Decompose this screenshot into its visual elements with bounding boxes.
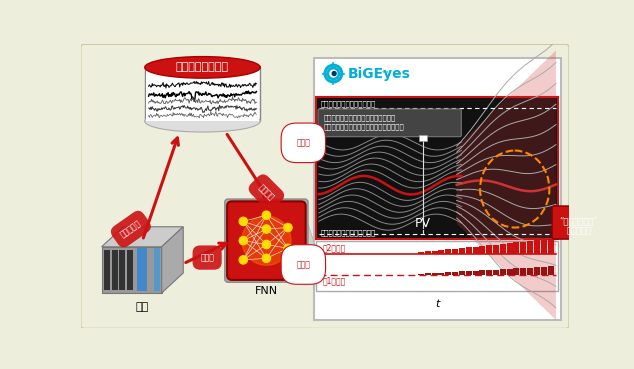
Bar [541,267,547,275]
Bar [514,268,519,275]
Circle shape [327,68,340,80]
FancyBboxPatch shape [318,109,462,137]
Bar [127,250,133,290]
Text: 指定値: 指定値 [297,138,310,147]
Bar [479,246,486,254]
Bar [104,250,110,290]
Circle shape [330,70,337,77]
Bar [486,270,492,275]
Ellipse shape [145,110,260,132]
Circle shape [239,256,247,264]
Circle shape [262,211,271,220]
Bar [534,240,540,254]
Bar [466,271,472,275]
Circle shape [242,216,291,265]
Text: 制御システムの上限アラーム: 制御システムの上限アラーム [320,100,375,107]
Text: 制御システムの下限アラーム: 制御システムの下限アラーム [320,230,375,236]
Bar [154,248,160,292]
Bar [119,250,126,290]
Text: FNN: FNN [255,286,278,296]
Text: 現在値: 現在値 [200,253,214,262]
FancyBboxPatch shape [552,206,607,239]
Circle shape [239,217,247,225]
Bar [445,249,451,254]
Bar [466,247,472,254]
Bar [146,68,259,121]
Text: 第2警報値: 第2警報値 [323,243,346,252]
Text: BiGEyes: BiGEyes [347,67,410,81]
Bar [493,269,499,275]
Polygon shape [101,227,183,247]
Bar [432,273,437,275]
Bar [507,269,513,275]
Bar [500,244,506,254]
Bar [500,269,506,275]
Polygon shape [101,247,162,293]
FancyBboxPatch shape [225,199,308,282]
Circle shape [262,254,271,263]
Bar [432,251,437,254]
Bar [507,243,513,254]
Text: （信頼度区間による推定値、レベル集合）: （信頼度区間による推定値、レベル集合） [323,123,404,130]
Bar [521,242,526,254]
Text: 操業ビッグデータ: 操業ビッグデータ [176,62,229,72]
Bar [425,273,431,275]
Bar [445,272,451,275]
Text: 評価値: 評価値 [297,260,310,269]
Text: ™: ™ [381,70,389,79]
Bar [316,241,558,292]
Ellipse shape [145,56,260,78]
Bar [452,272,458,275]
Bar [527,268,533,275]
Circle shape [332,72,336,76]
Text: 機械学習: 機械学習 [257,182,276,202]
Bar [112,250,118,290]
Circle shape [284,244,292,252]
Bar [548,266,553,275]
Circle shape [324,64,342,83]
Bar [145,68,260,121]
Text: 第1警報値: 第1警報値 [323,276,346,285]
Bar [425,252,431,254]
Bar [452,249,458,254]
Circle shape [327,68,340,80]
Bar [439,250,444,254]
FancyBboxPatch shape [81,44,569,328]
Bar [534,267,540,275]
Bar [479,270,486,275]
Bar [137,248,147,292]
Bar [548,239,553,254]
Polygon shape [456,51,556,320]
Bar [493,245,499,254]
Bar [418,252,424,254]
Bar [439,273,444,275]
Circle shape [262,225,271,233]
Text: その時点の運転条件における正常範囲: その時点の運転条件における正常範囲 [323,114,396,121]
Bar [459,272,465,275]
Bar [419,135,427,141]
Circle shape [284,223,292,232]
Bar [472,246,479,254]
Text: PV: PV [415,217,431,230]
FancyBboxPatch shape [227,201,306,280]
Bar [316,97,558,239]
Bar [521,268,526,275]
Circle shape [239,237,247,245]
Bar [314,58,560,320]
Bar [459,248,465,254]
Bar [472,270,479,275]
Text: t: t [435,299,439,309]
Polygon shape [162,227,183,293]
Circle shape [262,240,271,249]
Text: 異常予兆？: 異常予兆？ [567,226,592,235]
Text: 工場: 工場 [136,302,149,312]
Bar [541,240,547,254]
Text: データ取得: データ取得 [119,219,143,239]
Bar [527,241,533,254]
Text: “いつもと違う”: “いつもと違う” [560,216,598,225]
Bar [418,274,424,275]
Polygon shape [307,221,314,287]
Bar [486,245,492,254]
Bar [514,242,519,254]
